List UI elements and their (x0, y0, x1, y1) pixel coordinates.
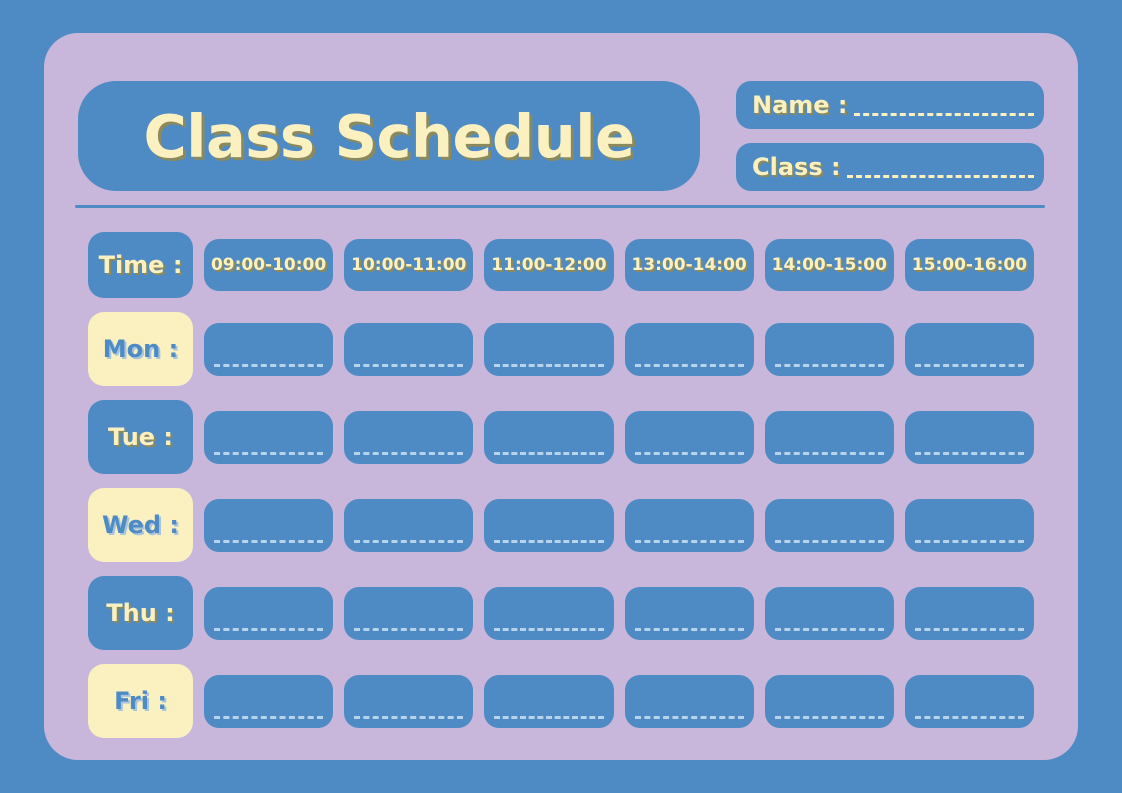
schedule-row: Wed : (88, 488, 1035, 562)
schedule-entry-cell[interactable] (904, 322, 1035, 376)
schedule-entry-cell[interactable] (904, 586, 1035, 640)
schedule-entry-cell[interactable] (904, 410, 1035, 464)
schedule-entry-cell[interactable] (484, 674, 614, 728)
class-field-row[interactable]: Class : (736, 143, 1044, 191)
name-field-label: Name : (752, 91, 848, 119)
schedule-entry-cell[interactable] (484, 498, 614, 552)
time-slot-header: 11:00-12:00 (484, 239, 614, 291)
schedule-entry-cell[interactable] (344, 410, 474, 464)
schedule-entry-cell[interactable] (204, 586, 334, 640)
time-slot-header: 09:00-10:00 (204, 239, 334, 291)
day-label-mon: Mon : (88, 312, 193, 386)
schedule-entry-cell[interactable] (624, 410, 754, 464)
schedule-entry-cell[interactable] (904, 498, 1035, 552)
header-divider (75, 205, 1045, 208)
schedule-entry-cell[interactable] (484, 322, 614, 376)
time-slot-header: 15:00-16:00 (904, 239, 1035, 291)
day-label-thu: Thu : (88, 576, 193, 650)
schedule-grid: Time :09:00-10:00 10:00-11:00 11:00-12:00 1… (88, 232, 1035, 738)
schedule-entry-cell[interactable] (904, 674, 1035, 728)
time-header-row: Time :09:00-10:00 10:00-11:00 11:00-12:00 1… (88, 232, 1035, 298)
schedule-entry-cell[interactable] (624, 322, 754, 376)
schedule-entry-cell[interactable] (624, 674, 754, 728)
time-slot-header: 13:00-14:00 (624, 239, 754, 291)
schedule-entry-cell[interactable] (624, 498, 754, 552)
name-input-line[interactable] (853, 94, 1034, 116)
time-slot-header: 10:00-11:00 (344, 239, 474, 291)
schedule-entry-cell[interactable] (344, 586, 474, 640)
schedule-entry-cell[interactable] (624, 586, 754, 640)
schedule-entry-cell[interactable] (204, 674, 334, 728)
schedule-entry-cell[interactable] (204, 410, 334, 464)
day-label-tue: Tue : (88, 400, 193, 474)
schedule-entry-cell[interactable] (344, 674, 474, 728)
schedule-entry-cell[interactable] (344, 322, 474, 376)
class-input-line[interactable] (846, 156, 1034, 178)
planner-card: Class Schedule Name : Class : Time :09:0… (44, 33, 1078, 760)
schedule-entry-cell[interactable] (204, 322, 334, 376)
header: Class Schedule Name : Class : (78, 73, 1044, 213)
page-title: Class Schedule (143, 101, 635, 171)
time-header-label: Time : (88, 232, 193, 298)
name-field-row[interactable]: Name : (736, 81, 1044, 129)
schedule-entry-cell[interactable] (764, 674, 894, 728)
schedule-row: Thu : (88, 576, 1035, 650)
day-label-fri: Fri : (88, 664, 193, 738)
schedule-entry-cell[interactable] (204, 498, 334, 552)
schedule-entry-cell[interactable] (764, 586, 894, 640)
schedule-entry-cell[interactable] (484, 410, 614, 464)
schedule-row: Fri : (88, 664, 1035, 738)
schedule-entry-cell[interactable] (764, 322, 894, 376)
schedule-row: Mon : (88, 312, 1035, 386)
schedule-entry-cell[interactable] (764, 410, 894, 464)
schedule-row: Tue : (88, 400, 1035, 474)
title-pill: Class Schedule (78, 81, 700, 191)
schedule-entry-cell[interactable] (344, 498, 474, 552)
time-slot-header: 14:00-15:00 (764, 239, 894, 291)
class-field-label: Class : (752, 153, 841, 181)
day-label-wed: Wed : (88, 488, 193, 562)
schedule-entry-cell[interactable] (764, 498, 894, 552)
schedule-entry-cell[interactable] (484, 586, 614, 640)
